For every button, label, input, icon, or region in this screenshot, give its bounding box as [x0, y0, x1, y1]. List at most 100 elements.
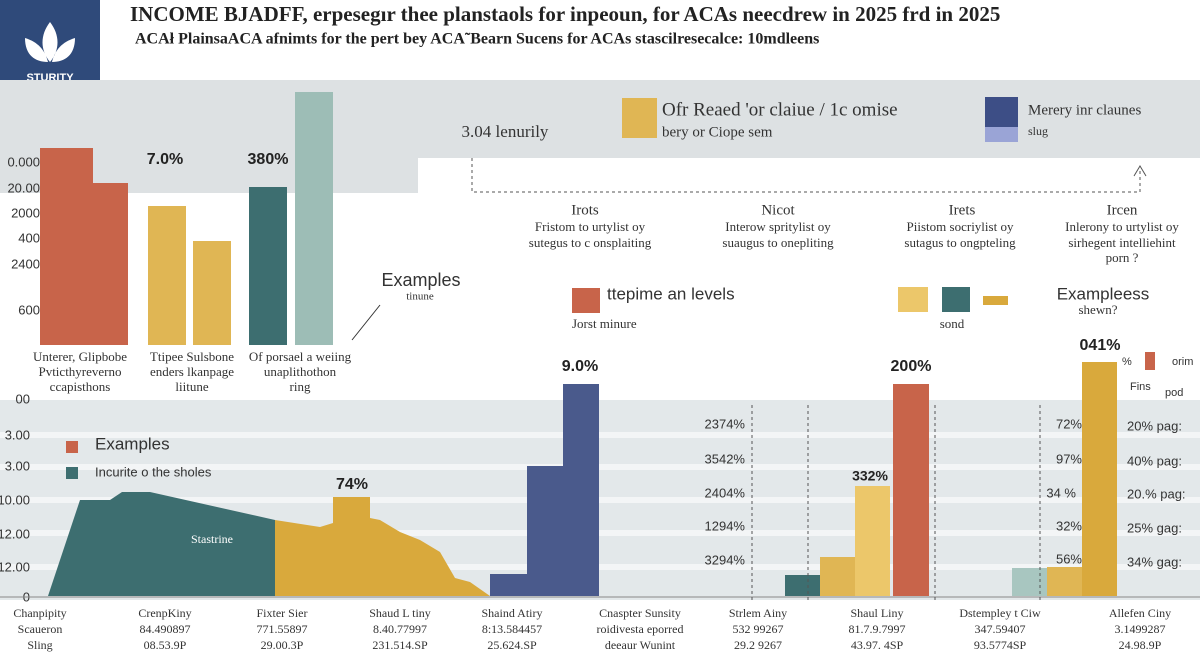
section-note: Jorst minure — [572, 316, 637, 331]
bar-label: 7.0% — [147, 151, 183, 168]
percent-label: 25% gag: — [1127, 520, 1182, 535]
footer-label: 231.514.SP — [372, 638, 428, 652]
axis-label: 3.00 — [5, 458, 30, 473]
legend-title: Ofr Reaed 'or claiue / 1c omise — [662, 99, 898, 120]
footer-label: 93.5774SP — [974, 638, 1027, 652]
category-label: liitune — [175, 379, 208, 394]
footer-label: Scaueron — [18, 622, 63, 636]
bar — [40, 148, 93, 345]
category-label: Ttipee Sulsbone — [150, 349, 234, 364]
column-text: sutagus to ongpteling — [904, 235, 1016, 250]
section-label: Examples — [381, 270, 460, 290]
footer-label: 8.40.77997 — [373, 622, 427, 636]
bar-label: 74% — [336, 476, 368, 493]
footer-label: Sling — [27, 638, 52, 652]
axis-label: 10.00 — [0, 492, 30, 507]
percent-label: 56% — [1056, 551, 1082, 566]
legend-swatch — [983, 296, 1008, 305]
footer-label: 347.59407 — [975, 622, 1026, 636]
footer-label: Strlem Ainy — [729, 606, 787, 620]
column-text: suaugus to onepliting — [722, 235, 834, 250]
footer-label: Shaul Liny — [851, 606, 904, 620]
footer-label: roidivesta eporred — [597, 622, 684, 636]
percent-label: 3294% — [705, 552, 746, 567]
footer-label: 532 99267 — [733, 622, 784, 636]
footer-label: 08.53.9P — [144, 638, 187, 652]
footer: Chanpipity Scaueron Sling CrenpKiny 84.49089… — [13, 606, 1171, 652]
bar — [1012, 568, 1047, 596]
column-title: Nicot — [761, 202, 795, 218]
legend-swatch — [985, 127, 1018, 142]
bar — [563, 384, 599, 596]
axis-label: 12.00 — [0, 526, 30, 541]
bar — [490, 574, 527, 596]
footer-label: 29.2 9267 — [734, 638, 782, 652]
section-label: ttepime an levels — [607, 284, 735, 303]
arrow — [1133, 165, 1147, 177]
section-label: Exampleess — [1057, 284, 1150, 303]
bar-label: 9.0% — [562, 358, 598, 375]
percent-label: 2404% — [705, 485, 746, 500]
footer-label: Fixter Sier — [257, 606, 308, 620]
legend-note: slug — [1028, 124, 1048, 138]
axis-label: 12.00 — [0, 559, 30, 574]
percent-label: 20% pag: — [1127, 418, 1182, 433]
footer-label: 8:13.584457 — [482, 622, 542, 636]
category-label: Pvticthyreverno — [38, 364, 121, 379]
footer-label: 84.490897 — [140, 622, 191, 636]
section-note: shewn? — [1079, 302, 1118, 317]
axis-label: 0.000 — [7, 154, 40, 169]
footer-label: 3.1499287 — [1115, 622, 1166, 636]
axis-label: 400 — [18, 230, 40, 245]
footer-label: CrenpKiny — [138, 606, 191, 620]
legend-title: Examples — [95, 434, 170, 453]
section-note: tinune — [406, 291, 434, 303]
column-text: Interow spritylist oy — [725, 219, 831, 234]
category-label: Of porsael a weiing — [249, 349, 352, 364]
column-title: Ircen — [1107, 202, 1138, 218]
bar — [148, 206, 186, 345]
legend-title: Merery inr claunes — [1028, 102, 1141, 118]
band-label: 3.04 lenurily — [462, 122, 549, 141]
percent-label: 3542% — [705, 451, 746, 466]
title: INCOME BJADFF, erpesegır thee planstaols… — [130, 2, 1000, 26]
footer-label: 29.00.3P — [261, 638, 304, 652]
area — [48, 492, 275, 596]
corner-label: orim — [1172, 356, 1193, 368]
percent-label: 72% — [1056, 416, 1082, 431]
bar — [855, 486, 890, 596]
percent-label: 34 % — [1046, 485, 1076, 500]
bar-label: 380% — [248, 151, 289, 168]
legend-item: Incurite o the sholes — [95, 464, 212, 479]
axis-label: 00 — [16, 391, 30, 406]
corner-label: pod — [1165, 387, 1183, 399]
category-label: unaplithothon — [264, 364, 337, 379]
bar — [785, 575, 820, 596]
connector — [471, 158, 1141, 193]
legend-swatch — [898, 287, 928, 312]
legend-swatch — [66, 467, 78, 479]
bar-label: 041% — [1080, 337, 1121, 354]
column-text: porn ? — [1106, 250, 1139, 265]
footer-label: deeaur Wunint — [605, 638, 676, 652]
footer-label: 81.7.9.7997 — [849, 622, 906, 636]
bar — [893, 384, 929, 596]
footer-label: 43.97. 4SP — [851, 638, 904, 652]
bar — [1082, 362, 1117, 596]
column-text: Piistom socriylist oy — [907, 219, 1014, 234]
bar-label: 200% — [891, 358, 932, 375]
percent-label: 34% gag: — [1127, 554, 1182, 569]
axis-label: 2000 — [11, 205, 40, 220]
axis-label: 600 — [18, 302, 40, 317]
bar — [93, 183, 128, 345]
corner-label: % — [1122, 356, 1132, 368]
subtitle: ACAł PlainsaACA afnimts for the pert bey… — [135, 31, 819, 48]
category-label: ccapisthons — [50, 379, 111, 394]
percent-label: 20.% pag: — [1127, 486, 1186, 501]
bar — [193, 241, 231, 345]
bar — [527, 466, 563, 596]
column-title: Irots — [571, 202, 599, 218]
axis-label: 20.00 — [7, 180, 40, 195]
area-label: Stastrine — [191, 532, 233, 546]
